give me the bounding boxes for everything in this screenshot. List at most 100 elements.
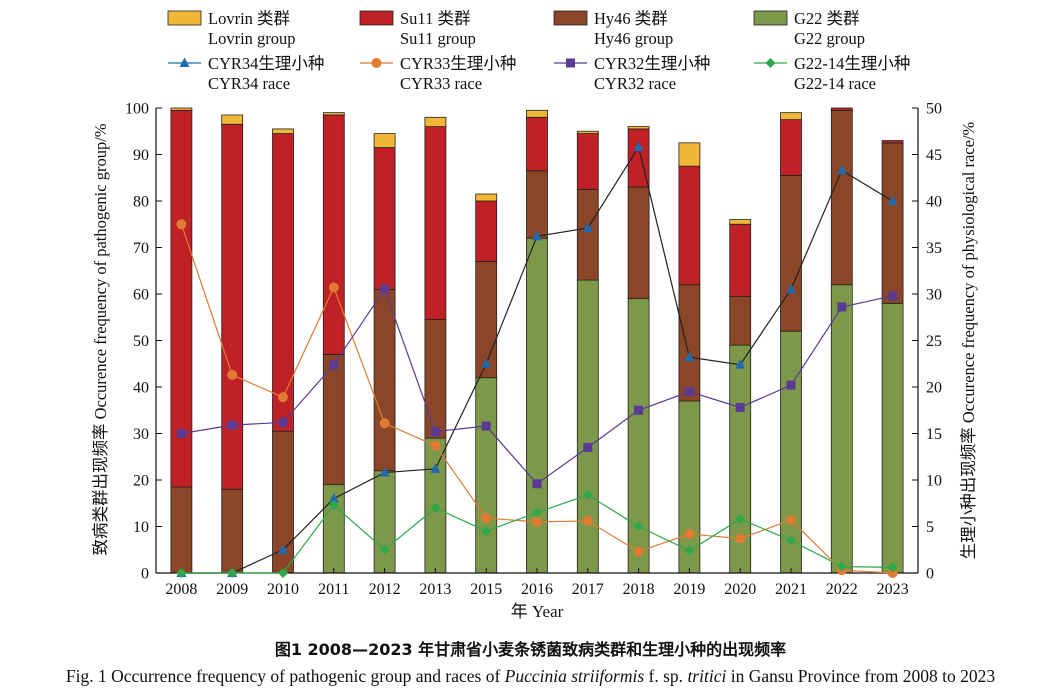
legend-label-hy46: Hy46 类群 — [594, 9, 668, 28]
caption-en-mid: f. sp. — [644, 666, 688, 686]
point-cyr32-2013 — [430, 427, 440, 437]
x-tick-label-2016: 2016 — [521, 581, 553, 598]
point-g22-14-2010 — [278, 568, 288, 578]
point-g22-14-2011 — [328, 500, 339, 511]
bar-lovrin-2018 — [627, 126, 650, 130]
x-tick-label-2020: 2020 — [724, 581, 756, 598]
legend-label-g22-14: G22-14生理小种 — [794, 54, 910, 73]
left-tick-label-80: 80 — [133, 194, 149, 211]
point-cyr32-2015 — [481, 421, 491, 431]
legend-label-g22: G22 类群 — [794, 9, 860, 28]
point-cyr33-2018 — [633, 546, 644, 557]
right-tick-label-20: 20 — [926, 380, 942, 397]
point-g22-14-2019 — [684, 545, 695, 556]
point-cyr32-2018 — [634, 405, 644, 415]
legend-sublabel-su11: Su11 group — [400, 29, 476, 48]
x-tick-label-2015: 2015 — [470, 581, 502, 598]
bar-su11-2010 — [272, 133, 294, 432]
caption-en-forma: tritici — [687, 666, 727, 686]
point-cyr34-2022 — [836, 164, 847, 175]
bar-lovrin-2013 — [424, 116, 447, 128]
point-cyr32-2022 — [837, 302, 847, 312]
bar-lovrin-2017 — [576, 130, 599, 134]
bar-g22-2017 — [576, 279, 599, 574]
right-tick-label-5: 5 — [926, 519, 934, 536]
point-cyr32-2019 — [684, 387, 694, 397]
point-cyr34-2018 — [633, 141, 644, 152]
point-g22-14-2012 — [379, 544, 390, 555]
right-tick-label-40: 40 — [926, 194, 942, 211]
legend-sublabel-lovrin: Lovrin group — [208, 29, 296, 48]
x-tick-label-2008: 2008 — [165, 581, 197, 598]
bar-su11-2020 — [729, 223, 752, 297]
bar-su11-2019 — [678, 165, 701, 286]
bar-hy46-2022 — [830, 109, 853, 286]
point-cyr33-2009 — [227, 369, 238, 380]
right-tick-label-0: 0 — [926, 566, 934, 583]
x-tick-label-2009: 2009 — [216, 581, 248, 598]
bar-su11-2023 — [881, 140, 904, 144]
right-tick-label-45: 45 — [926, 147, 942, 164]
point-g22-14-2023 — [887, 562, 898, 573]
x-tick-label-2010: 2010 — [267, 581, 299, 598]
legend-marker-cyr34 — [179, 57, 190, 67]
x-tick-label-2023: 2023 — [877, 581, 909, 598]
point-cyr33-2010 — [278, 392, 288, 403]
caption-en-pre: Fig. 1 Occurrence frequency of pathogeni… — [65, 666, 505, 686]
point-cyr33-2011 — [328, 282, 339, 293]
point-cyr33-2021 — [786, 514, 796, 525]
x-tick-label-2011: 2011 — [318, 581, 349, 598]
x-tick-label-2022: 2022 — [826, 581, 858, 598]
legend-swatch-su11 — [359, 10, 394, 26]
left-tick-label-10: 10 — [133, 519, 149, 536]
bar-hy46-2018 — [627, 186, 650, 300]
legend-label-cyr34: CYR34生理小种 — [208, 54, 324, 73]
bar-lovrin-2009 — [221, 114, 244, 125]
caption-en-species: Puccinia striiformis — [504, 666, 645, 686]
bar-lovrin-2019 — [678, 142, 701, 167]
bar-lovrin-2020 — [729, 219, 752, 225]
legend-sublabel-cyr34: CYR34 race — [208, 74, 290, 93]
point-g22-14-2021 — [786, 535, 796, 546]
legend-sublabel-hy46: Hy46 group — [594, 29, 673, 48]
legend-sublabel-g22-14: G22-14 race — [794, 74, 876, 93]
point-cyr34-2019 — [684, 351, 695, 362]
point-cyr33-2015 — [481, 513, 492, 524]
point-cyr34-2010 — [278, 544, 288, 554]
bar-lovrin-2008 — [170, 107, 193, 111]
bar-su11-2017 — [576, 133, 599, 190]
right-tick-label-35: 35 — [926, 240, 942, 257]
bar-hy46-2019 — [678, 284, 701, 402]
x-tick-label-2018: 2018 — [623, 581, 655, 598]
caption-en-post: in Gansu Province from 2008 to 2023 — [726, 666, 996, 686]
point-cyr32-2023 — [888, 291, 898, 301]
legend-label-su11: Su11 类群 — [400, 9, 470, 28]
point-cyr33-2012 — [379, 418, 390, 429]
left-tick-label-90: 90 — [133, 147, 149, 164]
legend-marker-cyr32 — [566, 58, 575, 68]
point-g22-14-2018 — [633, 521, 644, 532]
left-tick-label-50: 50 — [133, 333, 149, 350]
bar-lovrin-2016 — [526, 109, 548, 118]
bar-lovrin-2011 — [322, 112, 345, 116]
point-g22-14-2017 — [582, 489, 593, 500]
bar-g22-2023 — [881, 302, 904, 574]
point-cyr33-2019 — [684, 528, 695, 539]
point-cyr32-2009 — [227, 420, 237, 430]
figure-caption-english: Fig. 1 Occurrence frequency of pathogeni… — [0, 666, 1061, 687]
legend-swatch-hy46 — [553, 10, 588, 26]
figure-caption-chinese: 图1 2008—2023 年甘肃省小麦条锈菌致病类群和生理小种的出现频率 — [0, 636, 1061, 660]
left-axis-title: 致病类群出现频率 Occurence frequency of pathogen… — [91, 123, 110, 555]
point-g22-14-2016 — [532, 507, 542, 518]
point-cyr34-2016 — [532, 230, 542, 241]
bar-su11-2016 — [526, 116, 548, 172]
x-axis-title: 年 Year — [511, 602, 564, 621]
point-cyr34-2013 — [430, 463, 441, 473]
point-cyr34-2020 — [735, 359, 746, 369]
legend-label-cyr32: CYR32生理小种 — [594, 54, 710, 73]
bar-su11-2012 — [373, 147, 396, 290]
bar-hy46-2021 — [780, 175, 802, 332]
left-tick-label-30: 30 — [133, 426, 149, 443]
point-cyr32-2010 — [278, 417, 288, 427]
left-tick-label-20: 20 — [133, 473, 149, 490]
